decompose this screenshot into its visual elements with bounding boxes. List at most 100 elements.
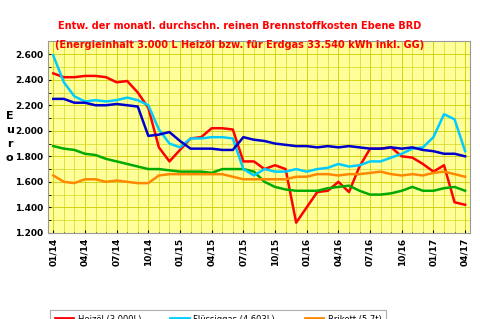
Line: Flüssiggas (4.603L): Flüssiggas (4.603L): [53, 56, 465, 175]
Flüssiggas (4.603L): [156, 128, 162, 131]
Heizöl (3.000L): [357, 165, 362, 168]
Brikett (5,7t): [420, 174, 426, 177]
Brikett (5,7t): [188, 172, 193, 176]
A1-Holzpellets (6,6t): [103, 157, 109, 161]
Erdgas (33.540kWh+GG): [198, 147, 204, 151]
Erdgas (33.540kWh+GG): [251, 138, 257, 142]
Erdgas (33.540kWh+GG): [103, 103, 109, 107]
A1-Holzpellets (6,6t): [167, 168, 172, 172]
Brikett (5,7t): [230, 175, 236, 179]
Brikett (5,7t): [283, 177, 288, 181]
Brikett (5,7t): [314, 172, 320, 176]
A1-Holzpellets (6,6t): [240, 167, 246, 171]
Flüssiggas (4.603L): [452, 117, 457, 121]
Flüssiggas (4.603L): [462, 149, 468, 153]
Erdgas (33.540kWh+GG): [431, 149, 436, 153]
Brikett (5,7t): [124, 180, 130, 184]
Heizöl (3.000L): [262, 167, 267, 171]
Legend: Heizöl (3.000L), A1-Holzpellets (6,6t), Flüssiggas (4.603L), Erdgas (33.540kWh+G: Heizöl (3.000L), A1-Holzpellets (6,6t), …: [50, 310, 386, 319]
Erdgas (33.540kWh+GG): [462, 154, 468, 158]
Brikett (5,7t): [72, 181, 77, 185]
A1-Holzpellets (6,6t): [304, 189, 310, 193]
Erdgas (33.540kWh+GG): [209, 147, 215, 151]
A1-Holzpellets (6,6t): [198, 170, 204, 174]
Brikett (5,7t): [114, 179, 120, 182]
Flüssiggas (4.603L): [167, 142, 172, 145]
Heizöl (3.000L): [431, 170, 436, 174]
Brikett (5,7t): [61, 180, 67, 184]
Brikett (5,7t): [409, 172, 415, 176]
A1-Holzpellets (6,6t): [272, 185, 278, 189]
Brikett (5,7t): [145, 181, 151, 185]
A1-Holzpellets (6,6t): [209, 171, 215, 175]
Brikett (5,7t): [156, 174, 162, 177]
Brikett (5,7t): [272, 177, 278, 181]
Erdgas (33.540kWh+GG): [61, 97, 67, 101]
Heizöl (3.000L): [409, 156, 415, 160]
Flüssiggas (4.603L): [357, 163, 362, 167]
Flüssiggas (4.603L): [188, 137, 193, 140]
Erdgas (33.540kWh+GG): [240, 135, 246, 139]
Flüssiggas (4.603L): [441, 112, 447, 116]
Flüssiggas (4.603L): [304, 170, 310, 174]
Brikett (5,7t): [441, 170, 447, 174]
Heizöl (3.000L): [441, 163, 447, 167]
Flüssiggas (4.603L): [61, 80, 67, 84]
Flüssiggas (4.603L): [82, 100, 88, 103]
Flüssiggas (4.603L): [262, 167, 267, 171]
Heizöl (3.000L): [188, 137, 193, 140]
A1-Holzpellets (6,6t): [114, 160, 120, 163]
Brikett (5,7t): [177, 172, 183, 176]
Brikett (5,7t): [262, 177, 267, 181]
Heizöl (3.000L): [219, 126, 225, 130]
Erdgas (33.540kWh+GG): [325, 144, 331, 148]
Erdgas (33.540kWh+GG): [82, 101, 88, 105]
A1-Holzpellets (6,6t): [409, 185, 415, 189]
Brikett (5,7t): [198, 172, 204, 176]
Erdgas (33.540kWh+GG): [272, 142, 278, 145]
Erdgas (33.540kWh+GG): [93, 103, 98, 107]
Text: Entw. der monatl. durchschn. reinen Brennstoffkosten Ebene BRD: Entw. der monatl. durchschn. reinen Bren…: [59, 20, 421, 31]
Heizöl (3.000L): [198, 135, 204, 139]
Flüssiggas (4.603L): [240, 167, 246, 171]
Brikett (5,7t): [399, 174, 405, 177]
A1-Holzpellets (6,6t): [262, 180, 267, 184]
Line: Erdgas (33.540kWh+GG): Erdgas (33.540kWh+GG): [53, 99, 465, 156]
Brikett (5,7t): [251, 177, 257, 181]
A1-Holzpellets (6,6t): [72, 148, 77, 152]
Brikett (5,7t): [378, 170, 384, 174]
Flüssiggas (4.603L): [50, 54, 56, 57]
A1-Holzpellets (6,6t): [61, 147, 67, 151]
Erdgas (33.540kWh+GG): [293, 144, 299, 148]
Brikett (5,7t): [240, 177, 246, 181]
Brikett (5,7t): [452, 172, 457, 176]
Erdgas (33.540kWh+GG): [72, 101, 77, 105]
A1-Holzpellets (6,6t): [388, 191, 394, 195]
A1-Holzpellets (6,6t): [230, 167, 236, 171]
Erdgas (33.540kWh+GG): [357, 145, 362, 149]
Erdgas (33.540kWh+GG): [420, 148, 426, 152]
Heizöl (3.000L): [124, 79, 130, 83]
A1-Holzpellets (6,6t): [156, 167, 162, 171]
Flüssiggas (4.603L): [145, 103, 151, 107]
Heizöl (3.000L): [388, 145, 394, 149]
A1-Holzpellets (6,6t): [346, 184, 352, 188]
Heizöl (3.000L): [378, 147, 384, 151]
Erdgas (33.540kWh+GG): [304, 144, 310, 148]
Flüssiggas (4.603L): [103, 100, 109, 103]
Flüssiggas (4.603L): [367, 160, 373, 163]
Heizöl (3.000L): [209, 126, 215, 130]
Brikett (5,7t): [304, 175, 310, 179]
Erdgas (33.540kWh+GG): [230, 148, 236, 152]
Erdgas (33.540kWh+GG): [124, 103, 130, 107]
A1-Holzpellets (6,6t): [357, 189, 362, 193]
Heizöl (3.000L): [272, 163, 278, 167]
Brikett (5,7t): [346, 172, 352, 176]
Flüssiggas (4.603L): [346, 165, 352, 168]
Flüssiggas (4.603L): [198, 137, 204, 140]
Erdgas (33.540kWh+GG): [145, 134, 151, 138]
Erdgas (33.540kWh+GG): [262, 139, 267, 143]
Flüssiggas (4.603L): [388, 156, 394, 160]
Heizöl (3.000L): [93, 74, 98, 78]
Erdgas (33.540kWh+GG): [135, 105, 141, 108]
